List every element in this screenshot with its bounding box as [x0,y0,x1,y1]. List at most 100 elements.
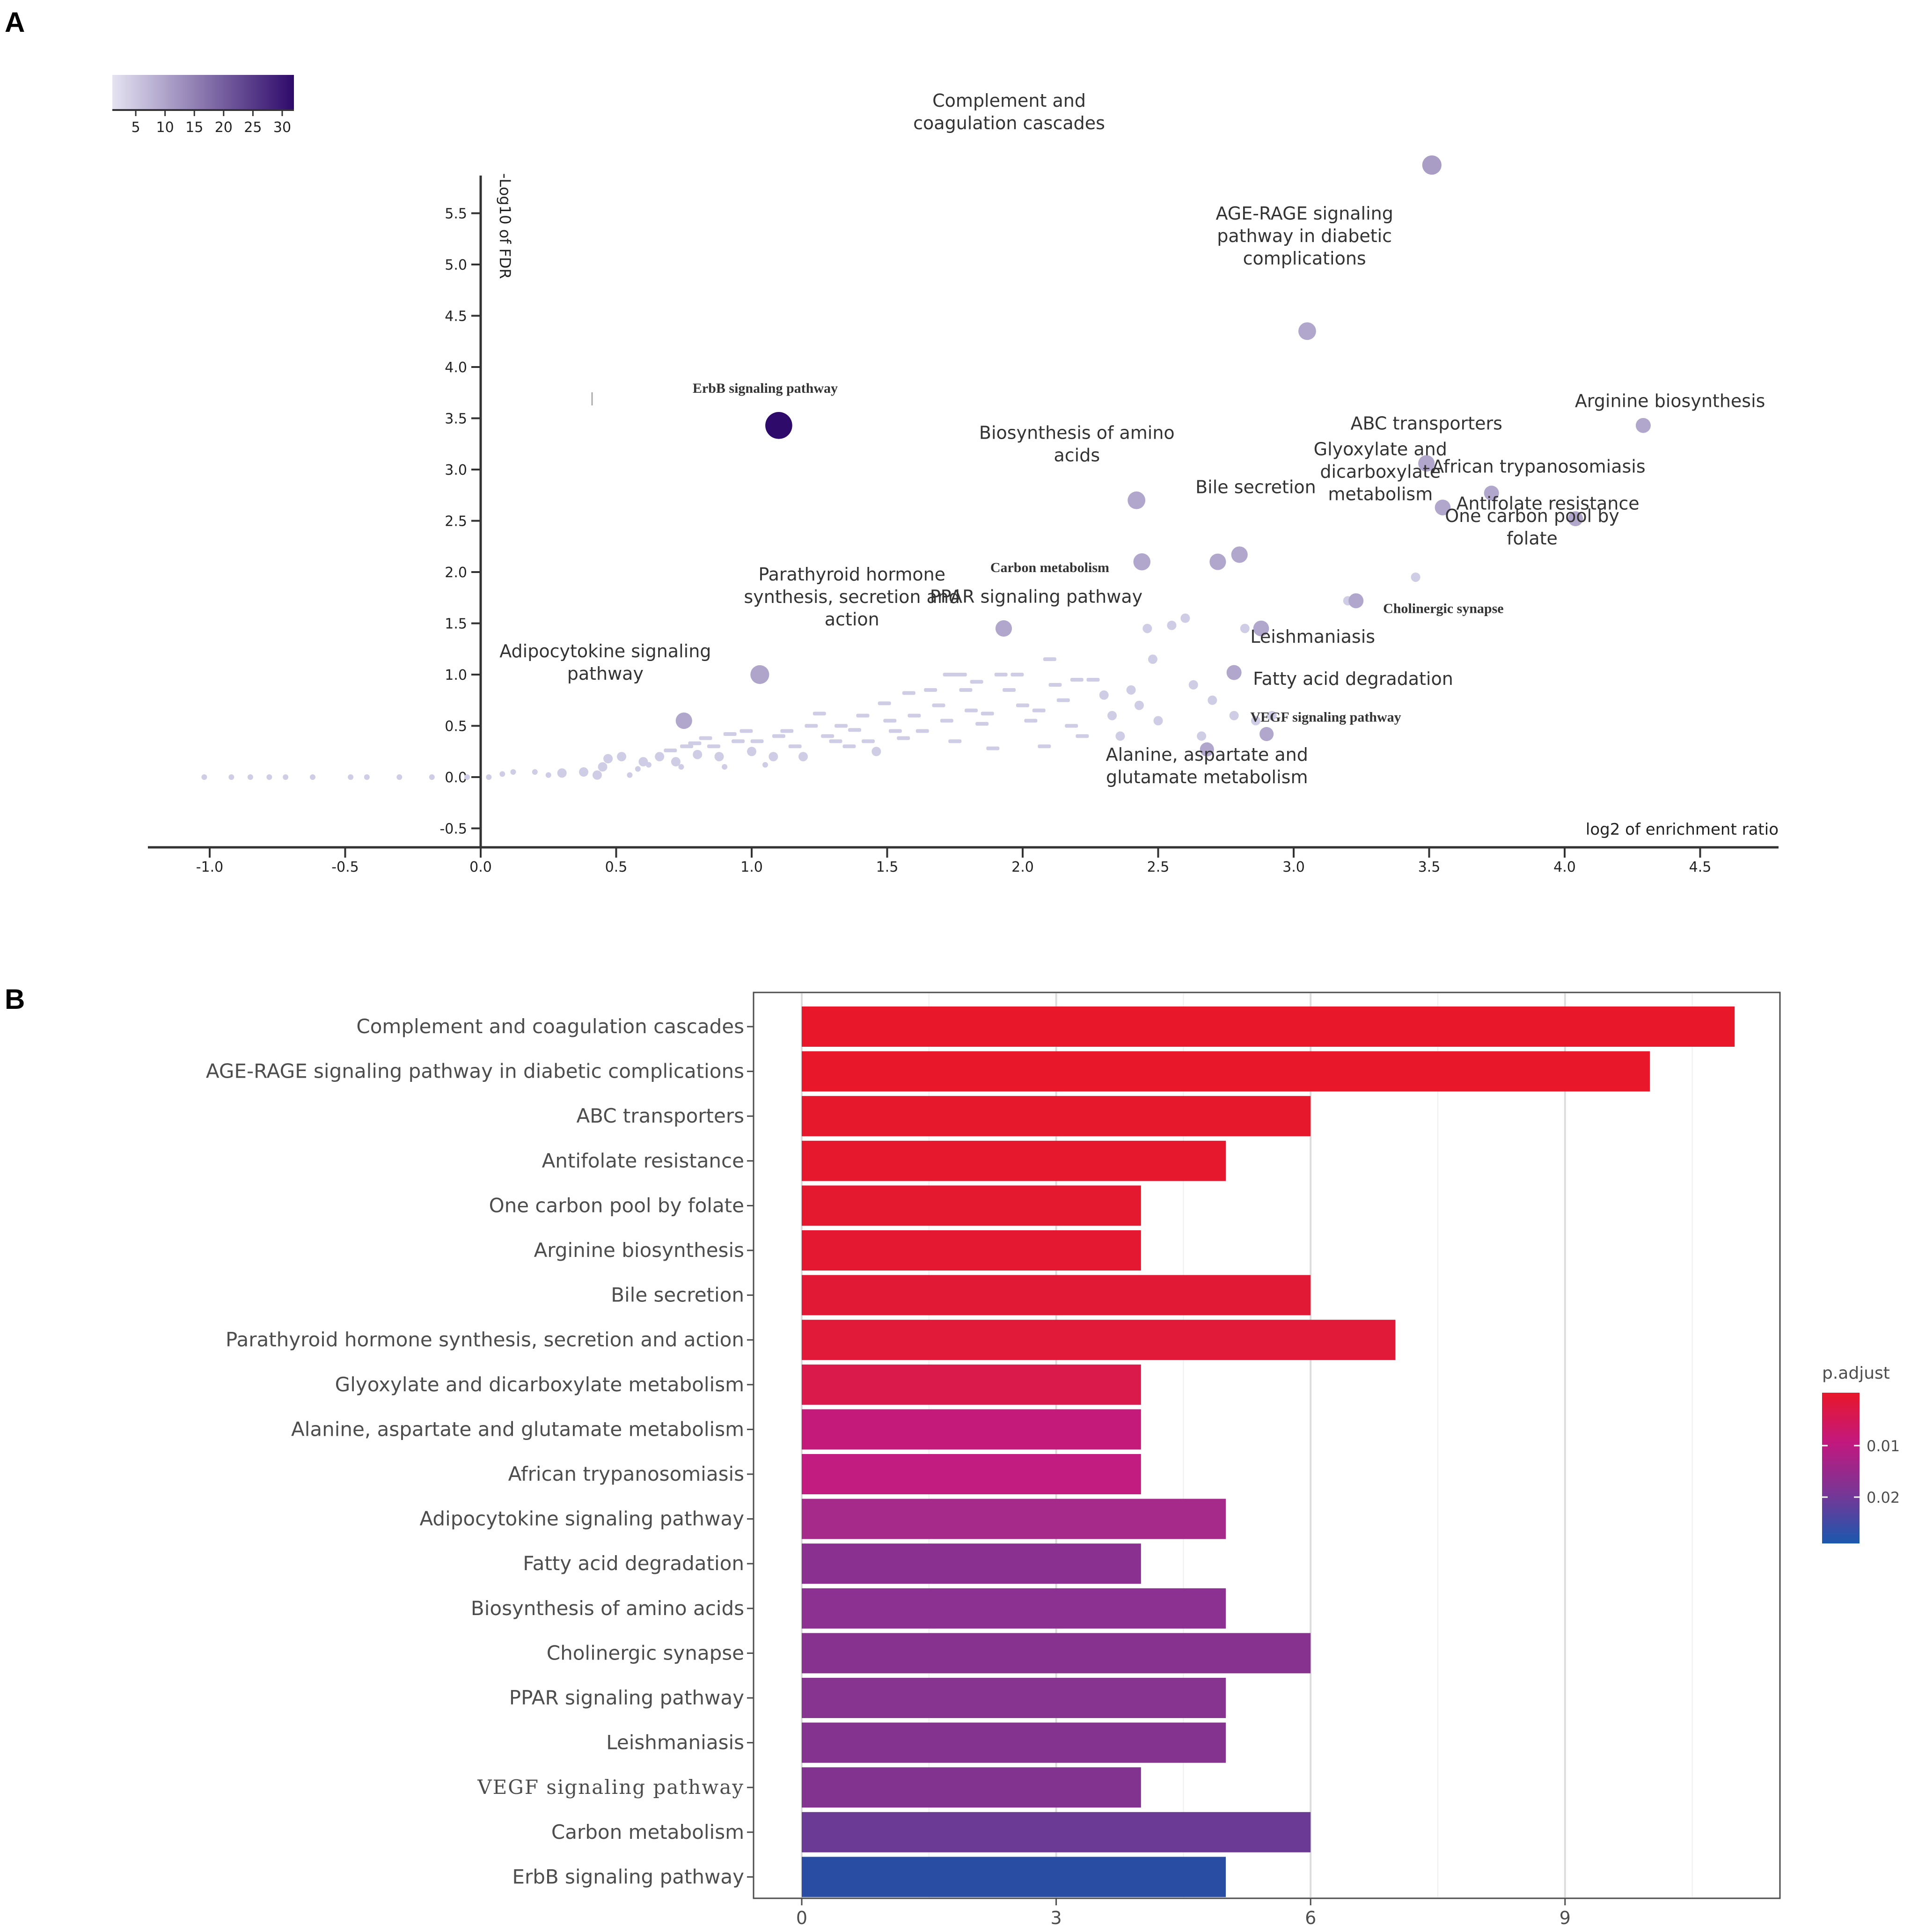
scatter-point [283,774,289,780]
scatter-point [1032,708,1046,713]
x-tick-label: 3.5 [1418,859,1441,875]
scatter-point [805,724,818,728]
scatter-point [1107,711,1117,720]
scatter-point [1010,673,1024,676]
scatter-point [1267,711,1277,720]
scatter-point [1153,716,1163,726]
y-tick-label: 1.5 [445,616,467,632]
x-tick-label: 0 [796,1908,807,1928]
scatter-point [821,734,835,738]
scatter-point [878,701,891,705]
y-tick-label: 1.0 [445,667,467,683]
bar [802,1722,1226,1763]
scatter-point [228,774,234,780]
scatter-point [627,772,633,778]
scatter-point [722,764,728,770]
scatter-point [1126,685,1136,695]
point-label: synthesis, secretion and [744,587,960,607]
category-label: VEGF signaling pathway [477,1776,744,1799]
scatter-point [688,741,702,745]
point-label: One carbon pool by [1445,506,1619,526]
scatter-point [1240,624,1250,633]
scatter-point [981,712,994,716]
point-label: ABC transporters [1351,413,1502,434]
scatter-point [940,719,953,723]
labeled-point [1133,553,1151,571]
colorscale-tick-label: 25 [244,119,262,136]
scatter-point [788,744,802,749]
scatter-point [964,708,978,713]
point-label: Parathyroid hormone [758,564,945,585]
scatter-point [429,774,435,780]
category-label: Adipocytokine signaling pathway [419,1507,744,1530]
scatter-point [842,744,856,749]
scatter-point [1197,731,1207,741]
scatter-point [645,762,652,768]
scatter-point [638,757,648,767]
bar [802,1499,1226,1539]
scatter-point [201,774,207,780]
labeled-point [1128,491,1146,509]
scatter-point [714,752,724,762]
x-tick-label: 1.5 [876,859,899,875]
scatter-point [464,774,470,780]
y-tick-label: 3.5 [445,411,467,427]
category-label: PPAR signaling pathway [509,1686,744,1709]
scatter-point [1180,613,1190,623]
x-tick-label: -0.5 [331,859,359,875]
panel-label-b: B [5,984,25,1015]
scatter-point [1142,624,1152,633]
scatter-point [762,762,768,768]
legend-title: p.adjust [1822,1364,1890,1383]
labeled-point [1253,620,1269,637]
category-label: Arginine biosynthesis [534,1239,744,1262]
category-label: Fatty acid degradation [523,1552,744,1575]
point-label: Glyoxylate and [1314,439,1447,460]
x-tick-label: 4.0 [1553,859,1576,875]
scatter-point [1048,683,1062,687]
point-label: glutamate metabolism [1106,767,1308,787]
bar [802,1185,1141,1226]
scatter-point [975,722,989,726]
scatter-point [557,768,567,778]
category-label: Bile secretion [611,1284,744,1307]
scatter-point [678,764,684,770]
labeled-point [675,712,692,729]
scatter-point [740,729,753,733]
legend-colorbar [1822,1393,1860,1543]
scatter-point [772,734,785,738]
category-label: Parathyroid hormone synthesis, secretion… [226,1328,744,1351]
bar [802,1320,1396,1360]
scatter-point [908,713,921,718]
scatter-point [510,769,516,775]
scatter-point [1024,719,1038,723]
category-label: Antifolate resistance [542,1149,744,1172]
x-axis-title: log2 of enrichment ratio [1586,820,1779,839]
scatter-point [750,739,764,743]
y-tick-label: 3.0 [445,462,467,478]
scatter-point [364,774,370,780]
colorscale-tick-label: 15 [185,119,203,136]
point-label: Antifolate resistance [1456,493,1639,514]
category-label: Leishmaniasis [606,1731,744,1754]
category-label: Glyoxylate and dicarboxylate metabolism [335,1373,744,1396]
scatter-point [948,739,962,743]
scatter-point [953,673,967,676]
scatter-point [545,772,551,778]
scatter-point [1251,716,1260,726]
bar [802,1096,1311,1137]
scatter-point [856,713,870,718]
scatter-point [915,729,929,733]
scatter-point [532,769,538,775]
colorscale-tick-label: 5 [132,119,140,136]
category-label: Alanine, aspartate and glutamate metabol… [291,1418,744,1440]
point-label: ErbB signaling pathway [693,381,838,396]
y-tick-label: -0.5 [439,821,467,837]
bar [802,1409,1141,1450]
x-tick-label: -1.0 [196,859,224,875]
x-tick-label: 2.0 [1011,859,1034,875]
scatter-point [780,729,794,733]
point-label: dicarboxylate [1320,462,1441,482]
scatter-point [932,703,945,707]
